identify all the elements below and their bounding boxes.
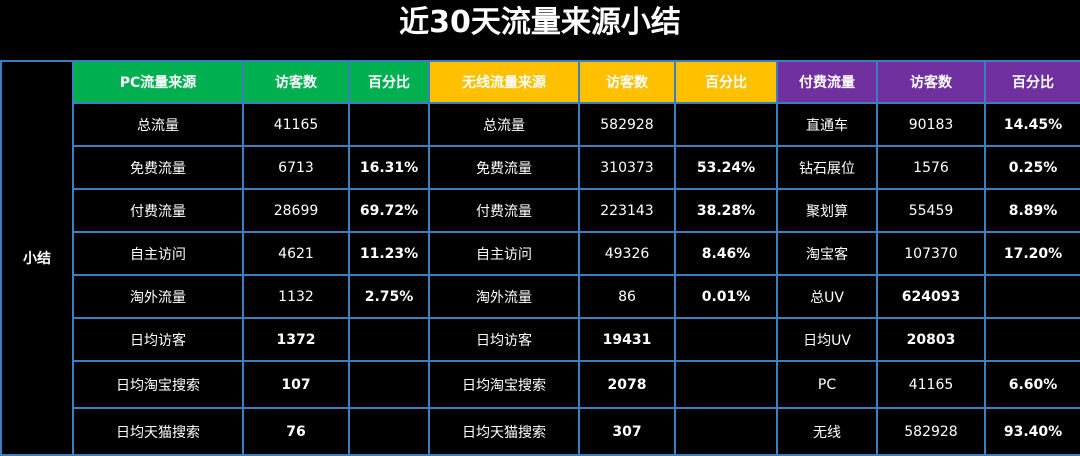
table-row: 日均天猫搜索 76 日均天猫搜索 307 无线 582928 93.40% xyxy=(1,407,1080,456)
cell: 0.25% xyxy=(984,145,1080,190)
cell: 20803 xyxy=(876,317,986,362)
cell: 日均天猫搜索 xyxy=(428,407,580,456)
cell: 日均淘宝搜索 xyxy=(72,360,244,409)
cell: 16.31% xyxy=(348,145,430,190)
cell: 淘外流量 xyxy=(428,274,580,319)
cell xyxy=(348,102,430,147)
cell: 直通车 xyxy=(776,102,878,147)
cell: 28699 xyxy=(242,188,350,233)
traffic-summary-table: 小结 PC流量来源 访客数 百分比 无线流量来源 访客数 百分比 付费流量 访客… xyxy=(0,60,1080,456)
cell: 17.20% xyxy=(984,231,1080,276)
table-row: 日均淘宝搜索 107 日均淘宝搜索 2078 PC 41165 6.60% xyxy=(1,360,1080,409)
cell: 淘宝客 xyxy=(776,231,878,276)
cell: 107 xyxy=(242,360,350,409)
table-row: 付费流量 28699 69.72% 付费流量 223143 38.28% 聚划算… xyxy=(1,188,1080,233)
cell: 8.89% xyxy=(984,188,1080,233)
cell xyxy=(348,317,430,362)
cell: 49326 xyxy=(578,231,676,276)
header-paid-visitors: 访客数 xyxy=(876,60,986,104)
cell: 86 xyxy=(578,274,676,319)
cell: 日均访客 xyxy=(428,317,580,362)
cell: 免费流量 xyxy=(72,145,244,190)
cell: 付费流量 xyxy=(72,188,244,233)
cell xyxy=(674,407,778,456)
cell: 55459 xyxy=(876,188,986,233)
header-mobile-percent: 百分比 xyxy=(674,60,778,104)
cell: 6.60% xyxy=(984,360,1080,409)
cell: 无线 xyxy=(776,407,878,456)
cell: 582928 xyxy=(578,102,676,147)
header-mobile-visitors: 访客数 xyxy=(578,60,676,104)
cell: 日均访客 xyxy=(72,317,244,362)
page-title: 近30天流量来源小结 xyxy=(399,5,681,40)
cell xyxy=(674,317,778,362)
cell: 总流量 xyxy=(72,102,244,147)
table-row: 日均访客 1372 日均访客 19431 日均UV 20803 xyxy=(1,317,1080,362)
cell: 11.23% xyxy=(348,231,430,276)
cell: PC xyxy=(776,360,878,409)
cell: 自主访问 xyxy=(428,231,580,276)
cell: 76 xyxy=(242,407,350,456)
cell: 日均天猫搜索 xyxy=(72,407,244,456)
cell: 淘外流量 xyxy=(72,274,244,319)
table-row: 自主访问 4621 11.23% 自主访问 49326 8.46% 淘宝客 10… xyxy=(1,231,1080,276)
header-mobile-source: 无线流量来源 xyxy=(428,60,580,104)
header-pc-source: PC流量来源 xyxy=(72,60,244,104)
cell: 0.01% xyxy=(674,274,778,319)
header-pc-percent: 百分比 xyxy=(348,60,430,104)
cell: 日均淘宝搜索 xyxy=(428,360,580,409)
table-row: 淘外流量 1132 2.75% 淘外流量 86 0.01% 总UV 624093 xyxy=(1,274,1080,319)
cell xyxy=(348,407,430,456)
summary-side-label: 小结 xyxy=(0,60,74,456)
cell: 1132 xyxy=(242,274,350,319)
cell: 19431 xyxy=(578,317,676,362)
cell: 自主访问 xyxy=(72,231,244,276)
cell: 41165 xyxy=(242,102,350,147)
cell: 307 xyxy=(578,407,676,456)
cell: 310373 xyxy=(578,145,676,190)
cell xyxy=(674,102,778,147)
cell xyxy=(984,317,1080,362)
cell: 69.72% xyxy=(348,188,430,233)
cell: 1576 xyxy=(876,145,986,190)
cell: 41165 xyxy=(876,360,986,409)
cell: 90183 xyxy=(876,102,986,147)
cell xyxy=(674,360,778,409)
cell: 14.45% xyxy=(984,102,1080,147)
header-row: 小结 PC流量来源 访客数 百分比 无线流量来源 访客数 百分比 付费流量 访客… xyxy=(0,60,1080,456)
cell xyxy=(984,274,1080,319)
cell: 钻石展位 xyxy=(776,145,878,190)
table-row: 总流量 41165 总流量 582928 直通车 90183 14.45% xyxy=(1,102,1080,147)
cell: 2.75% xyxy=(348,274,430,319)
table-row: 免费流量 6713 16.31% 免费流量 310373 53.24% 钻石展位… xyxy=(1,145,1080,190)
cell: 总流量 xyxy=(428,102,580,147)
cell: 107370 xyxy=(876,231,986,276)
cell: 2078 xyxy=(578,360,676,409)
cell xyxy=(348,360,430,409)
cell: 聚划算 xyxy=(776,188,878,233)
cell: 93.40% xyxy=(984,407,1080,456)
cell: 总UV xyxy=(776,274,878,319)
cell: 624093 xyxy=(876,274,986,319)
header-pc-visitors: 访客数 xyxy=(242,60,350,104)
cell: 付费流量 xyxy=(428,188,580,233)
header-paid-percent: 百分比 xyxy=(984,60,1080,104)
cell: 日均UV xyxy=(776,317,878,362)
cell: 免费流量 xyxy=(428,145,580,190)
cell: 38.28% xyxy=(674,188,778,233)
cell: 1372 xyxy=(242,317,350,362)
header-paid-source: 付费流量 xyxy=(776,60,878,104)
cell: 53.24% xyxy=(674,145,778,190)
cell: 6713 xyxy=(242,145,350,190)
cell: 582928 xyxy=(876,407,986,456)
cell: 8.46% xyxy=(674,231,778,276)
cell: 4621 xyxy=(242,231,350,276)
cell: 223143 xyxy=(578,188,676,233)
